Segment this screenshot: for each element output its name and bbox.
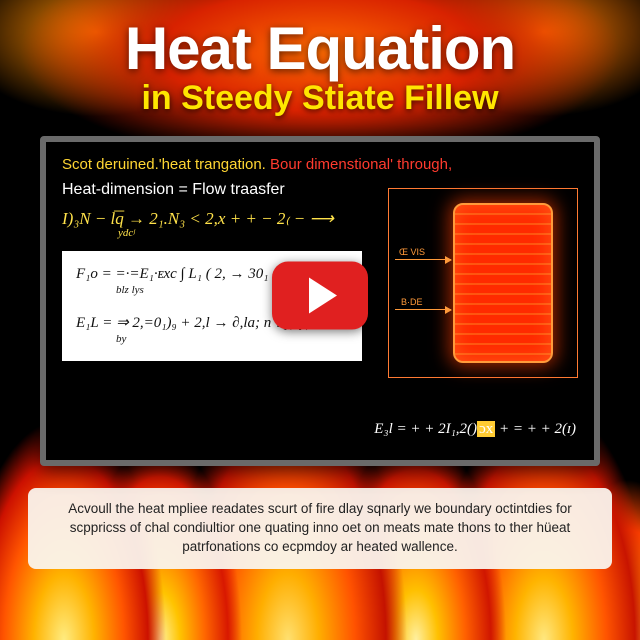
slide-intro-line: Scot deruined.'heat trangation. Bour dim…	[62, 156, 578, 173]
whitebox-eq2-sub: by	[116, 331, 348, 348]
play-button[interactable]	[272, 262, 368, 330]
main-title: Heat Equation	[125, 14, 515, 83]
heated-block	[453, 203, 553, 363]
caption-box: Acvoull the heat mpliee readates scurt o…	[28, 488, 612, 569]
sub-title: in Steedy Stiate Fillew	[141, 79, 498, 118]
play-icon	[309, 278, 337, 314]
diagram-label-2: B·DE	[401, 297, 423, 307]
intro-yellow-text: Scot deruined.'heat trangation.	[62, 156, 266, 173]
diagram-label-1: Œ VIS	[399, 247, 425, 257]
content-area: Heat Equation in Steedy Stiate Fillew Sc…	[0, 0, 640, 640]
heat-diagram: Œ VIS B·DE	[388, 188, 578, 378]
eq-bottom-highlight: ɔx	[477, 421, 495, 437]
equation-yellow-main: I)₃N − l͞q → 2₁.N₃ < 2,x + + − 2₍ − ⟶	[62, 209, 334, 228]
eq-bottom-post: + = + + 2(ɪ)	[495, 421, 576, 437]
arrow-icon	[395, 259, 451, 260]
eq-bottom-pre: E₃l = + + 2I₁,2()	[374, 421, 477, 437]
equation-bottom: E₃l = + + 2I₁,2()ɔx + = + + 2(ɪ)	[374, 421, 576, 438]
arrow-icon	[395, 309, 451, 310]
slide-panel: Scot deruined.'heat trangation. Bour dim…	[40, 136, 600, 466]
intro-red-text: Bour dimenstional' through,	[270, 156, 452, 173]
